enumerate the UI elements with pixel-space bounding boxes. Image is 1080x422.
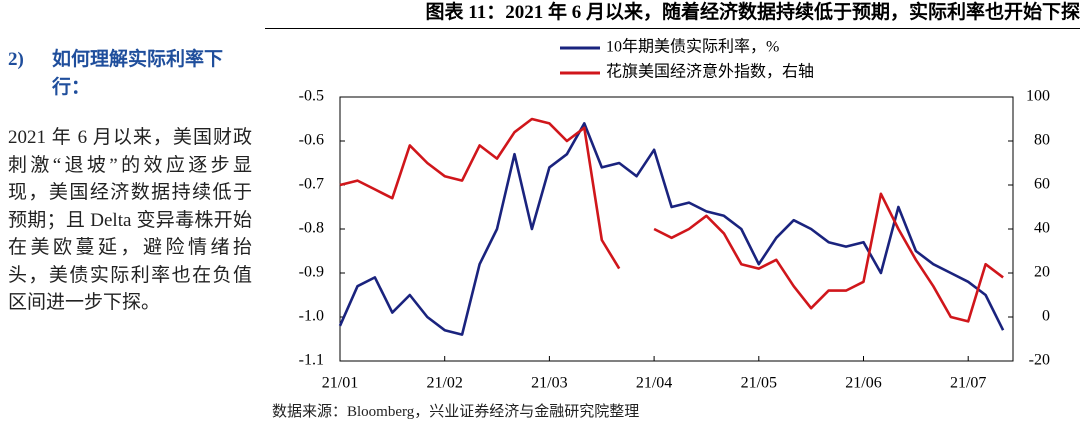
x-tick-label: 21/03 (531, 375, 567, 392)
paragraph: 2021 年 6 月以来，美国财政刺激“退坡”的效应逐步显现，美国经济数据持续低… (8, 127, 252, 313)
heading-text: 如何理解实际利率下行： (52, 49, 224, 98)
y2-tick-label: 60 (1034, 176, 1050, 193)
series-line (338, 122, 1005, 336)
y-tick-label: -0.8 (299, 220, 324, 237)
y-tick-label: -0.7 (299, 176, 324, 193)
y-tick-label: -0.6 (299, 132, 324, 149)
x-tick-label: 21/07 (950, 375, 986, 392)
series-line (339, 117, 1004, 323)
y-tick-label: -0.5 (299, 88, 324, 105)
y2-tick-label: -20 (1029, 352, 1050, 369)
legend-label: 10年期美债实际利率，% (606, 38, 779, 56)
y2-tick-label: 0 (1042, 308, 1050, 325)
x-tick-label: 21/01 (322, 375, 358, 392)
y2-tick-label: 20 (1034, 264, 1050, 281)
x-tick-label: 21/04 (636, 375, 672, 392)
x-tick-label: 21/05 (741, 375, 777, 392)
chart: -0.5 -0.6 -0.7 -0.8 -0.9 -1.0 -1.1 100 80 60 40 20 0… (299, 38, 1050, 392)
section-number: 2) (8, 49, 24, 70)
source-note: 数据来源：Bloomberg，兴业证券经济与金融研究院整理 (272, 404, 640, 420)
sidebar: 2) 如何理解实际利率下行： 2021 年 6 月以来，美国财政刺激“退坡”的效应… (8, 46, 252, 317)
y2-tick-label: 80 (1034, 132, 1050, 149)
chart-title: 图表 11：2021 年 6 月以来，随着经济数据持续低于预期，实际利率也开始下… (265, 0, 1080, 29)
x-tick-label: 21/02 (426, 375, 462, 392)
y2-tick-label: 100 (1026, 88, 1050, 105)
plot-frame (339, 96, 1014, 362)
section-heading: 2) 如何理解实际利率下行： (8, 46, 252, 102)
y-tick-label: -0.9 (299, 264, 324, 281)
y-tick-label: -1.1 (299, 352, 324, 369)
x-tick-label: 21/06 (845, 375, 881, 392)
y-tick-label: -1.0 (299, 308, 324, 325)
legend-label: 花旗美国经济意外指数，右轴 (606, 62, 814, 81)
y2-tick-label: 40 (1034, 220, 1050, 237)
